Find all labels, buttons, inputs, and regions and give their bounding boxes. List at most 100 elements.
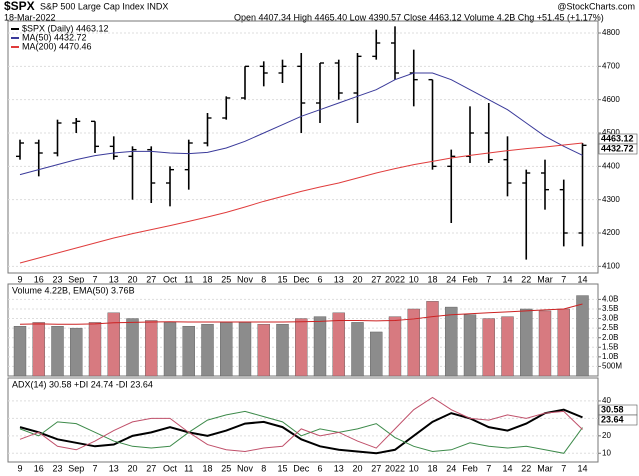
indicator-line [19,408,583,455]
x-tick-label: 7 [92,463,97,473]
x-tick-label: 16 [34,463,44,473]
x-tick-label: 8 [261,274,266,284]
x-tick-label: Feb [462,274,478,284]
volume-bar [88,322,102,377]
y-tick-label: 1.5B [602,342,618,351]
indicator-line [19,410,583,454]
x-tick-label: 16 [34,274,44,284]
x-tick-label: 7 [486,463,491,473]
x-tick-label: 9 [17,274,22,284]
x-tick-label: 25 [221,274,231,284]
x-tick-label: 22 [521,274,531,284]
volume-bar [576,295,589,377]
index-name: S&P 500 Large Cap Index INDX [40,1,168,11]
x-tick-label: 25 [221,463,231,473]
value-flag-box [598,414,638,426]
x-tick-label: 13 [109,463,119,473]
y-tick-label: 4100 [602,261,620,270]
legend-label: MA(200) 4470.46 [22,41,92,51]
y-tick-label: 4400 [602,161,620,170]
volume-bar [332,312,345,377]
x-tick-label: 6 [317,463,322,473]
volume-bar [501,316,514,377]
volume-bar [238,322,252,377]
x-tick-label: 10 [409,274,419,284]
volume-bar [445,306,458,377]
x-tick-label: 20 [352,274,362,284]
value-flag-box [598,143,638,155]
volume-bar [201,324,214,377]
y-tick-label: 4500 [602,128,620,137]
x-tick-label: Dec [293,463,310,473]
x-tick-label: 14 [502,463,512,473]
y-tick-label: 3.5B [602,304,618,313]
volume-bar [70,327,83,377]
volume-bar [295,318,308,377]
y-tick-label: 1.0B [602,352,618,361]
quote: Open 4407.34 High 4465.40 Low 4390.57 Cl… [234,12,604,22]
x-tick-label: 15 [277,274,287,284]
x-tick-label: 20 [352,463,362,473]
y-tick-label: 3.0B [602,314,618,323]
volume-bar [520,308,533,377]
volume-bar [13,326,27,377]
x-tick-label: 20 [127,463,137,473]
x-tick-label: 27 [146,463,156,473]
legend-label: MA(50) 4432.72 [22,32,87,42]
x-tick-label: 9 [17,463,22,473]
value-flag: 4432.72 [601,143,634,153]
value-flag: 30.58 [601,404,624,414]
x-tick-label: 27 [146,274,156,284]
panel-frame [7,377,599,463]
x-tick-label: 2022 [385,463,405,473]
x-tick-label: 14 [502,274,512,284]
x-tick-label: 20 [127,274,137,284]
x-tick-label: 13 [334,274,344,284]
volume-bar [126,318,139,377]
x-tick-label: 18 [202,274,212,284]
volume-bar [482,318,495,377]
x-tick-label: 14 [577,463,587,473]
volume-bar [426,301,439,377]
x-tick-label: Nov [237,274,254,284]
volume-bar [538,310,552,377]
x-tick-label: 14 [577,274,587,284]
legend-label: $SPX (Daily) 4463.12 [22,23,109,33]
y-tick-label: 20 [602,431,611,440]
x-tick-label: 8 [261,463,266,473]
volume-bar [388,316,402,377]
ma-line [19,142,583,264]
y-tick-label: 4.0B [602,295,618,304]
x-tick-label: 15 [277,463,287,473]
volume-bar [463,314,477,377]
indicator-line [19,396,583,453]
volume-bar [557,308,570,377]
symbol: $SPX [4,0,35,13]
x-tick-label: Nov [237,463,254,473]
x-tick-label: 6 [317,274,322,284]
volume-bar [32,322,45,377]
volume-bar [276,324,289,377]
y-tick-label: 4600 [602,95,620,104]
y-tick-label: 2.0B [602,333,618,342]
volume-bar [182,326,195,377]
y-tick-label: 10 [602,448,611,457]
x-tick-label: Oct [163,463,178,473]
y-tick-label: 40 [602,396,611,405]
x-tick-label: 18 [202,463,212,473]
x-tick-label: 27 [371,463,381,473]
x-tick-label: Mar [537,463,553,473]
x-tick-label: 7 [561,463,566,473]
volume-bar [51,326,64,377]
x-tick-label: 23 [52,463,62,473]
volume-bar [145,320,158,377]
date: 18-Mar-2022 [4,12,56,22]
volume-bar [257,324,270,377]
panel-title: ADX(14) 30.58 +DI 24.74 -DI 23.64 [12,379,153,389]
source: @StockCharts.com [557,1,635,11]
volume-bar [407,308,420,377]
x-tick-label: 10 [409,463,419,473]
x-tick-label: Dec [293,274,310,284]
y-tick-label: 4200 [602,228,620,237]
